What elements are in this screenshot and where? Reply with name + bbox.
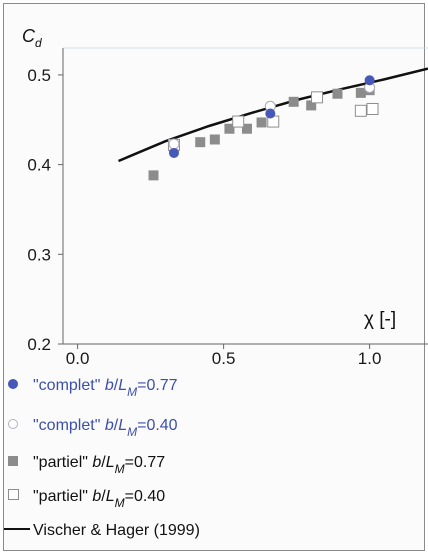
figure-frame (3, 3, 425, 551)
x-axis-label: χ [-] (364, 309, 396, 330)
data-point-partiel-077 (332, 88, 343, 99)
legend-item-partiel-077: "partiel" b/LM=0.77 (8, 454, 165, 476)
y-tick-label: 0.4 (27, 156, 51, 175)
legend-marker-filled-square (8, 456, 18, 466)
x-tick-label: 0.0 (66, 349, 90, 368)
data-point-partiel-040 (366, 102, 379, 115)
x-tick-label: 0.5 (212, 349, 236, 368)
legend-marker-open-circle (8, 419, 18, 429)
legend-label: "complet" b/LM=0.40 (33, 417, 178, 439)
data-marks (148, 75, 379, 181)
data-point-complet-077 (168, 147, 179, 158)
data-point-partiel-040 (354, 104, 367, 117)
y-tick-label: 0.3 (27, 245, 51, 264)
legend-item-complet-077: "complet" b/LM=0.77 (8, 377, 178, 399)
data-point-partiel-040 (311, 91, 324, 104)
data-point-partiel-077 (148, 170, 159, 181)
y-tick-label: 0.5 (27, 66, 51, 85)
data-point-partiel-077 (256, 117, 267, 128)
legend-item-complet-040: "complet" b/LM=0.40 (8, 417, 178, 439)
data-point-partiel-077 (306, 100, 317, 111)
data-point-partiel-077 (288, 96, 299, 107)
axes: 0.2 0.3 0.4 0.5 0.0 0.5 1.0 (27, 47, 428, 368)
x-tick-label: 1.0 (358, 349, 382, 368)
legend-label: "partiel" b/LM=0.77 (33, 454, 165, 476)
data-point-partiel-077 (355, 87, 366, 98)
legend-marker-filled-circle (8, 379, 18, 389)
data-point-partiel-077 (224, 123, 235, 134)
data-point-partiel-077 (195, 137, 206, 148)
data-point-partiel-077 (241, 123, 252, 134)
data-point-complet-040 (168, 138, 180, 150)
data-point-partiel-077 (209, 134, 220, 145)
data-point-complet-077 (364, 75, 375, 86)
y-axis-label: Cd (22, 26, 42, 50)
legend-label: Vischer & Hager (1999) (33, 522, 200, 539)
y-tick-label: 0.2 (27, 335, 51, 354)
legend-item-partiel-040: "partiel" b/LM=0.40 (8, 488, 165, 510)
legend-item-vischer-hager: Vischer & Hager (1999) (4, 522, 200, 539)
legend: "complet" b/LM=0.77 "complet" b/LM=0.40 … (4, 377, 200, 539)
legend-label: "complet" b/LM=0.77 (33, 377, 178, 399)
data-point-complet-077 (265, 108, 276, 119)
legend-label: "partiel" b/LM=0.40 (33, 488, 165, 510)
data-point-partiel-040 (232, 115, 245, 128)
legend-marker-open-square (8, 489, 19, 500)
